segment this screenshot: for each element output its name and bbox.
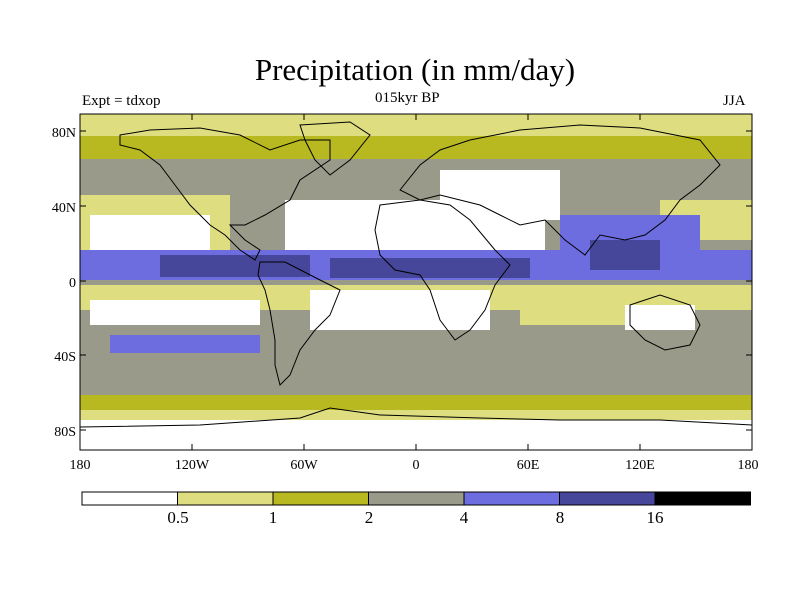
season-label: JJA bbox=[723, 93, 746, 109]
colorbar-label-1: 1 bbox=[269, 508, 278, 527]
lon-label-60w: 60W bbox=[290, 458, 318, 473]
colorbar-box bbox=[559, 491, 656, 506]
lat-label-0: 0 bbox=[69, 276, 76, 291]
lon-label-180e: 180 bbox=[738, 458, 759, 473]
map-title: Precipitation (in mm/day) bbox=[254, 52, 576, 87]
colorbar-label-16: 16 bbox=[647, 508, 664, 527]
colorbar-box bbox=[177, 491, 274, 506]
experiment-label: Expt = tdxop bbox=[82, 93, 161, 109]
antarctica-coast bbox=[80, 407, 752, 428]
lat-label-80s: 80S bbox=[54, 425, 76, 440]
colorbar-label-2: 2 bbox=[365, 508, 374, 527]
lat-label-80n: 80N bbox=[52, 126, 76, 141]
greenland-coast bbox=[299, 121, 371, 176]
axis-ticks bbox=[79, 114, 753, 450]
lon-label-120w: 120W bbox=[175, 458, 210, 473]
period-label: 015kyr BP bbox=[375, 90, 440, 106]
colorbar-label-4: 4 bbox=[460, 508, 469, 527]
colorbar-label-8: 8 bbox=[556, 508, 565, 527]
lat-label-40n: 40N bbox=[52, 201, 76, 216]
colorbar bbox=[81, 491, 751, 506]
coastlines bbox=[80, 121, 752, 428]
colorbar-box bbox=[81, 491, 178, 506]
lon-label-120e: 120E bbox=[625, 458, 655, 473]
south-america-coast bbox=[257, 261, 341, 386]
colorbar-label-0-5: 0.5 bbox=[167, 508, 188, 527]
lat-label-40s: 40S bbox=[54, 350, 76, 365]
north-america-coast bbox=[119, 127, 331, 261]
lon-label-60e: 60E bbox=[517, 458, 540, 473]
africa-coast bbox=[374, 199, 511, 341]
colorbar-box bbox=[272, 491, 369, 506]
precipitation-field bbox=[80, 114, 752, 450]
colorbar-box bbox=[463, 491, 560, 506]
australia-coast bbox=[629, 294, 701, 351]
colorbar-box bbox=[654, 491, 751, 506]
lon-label-0: 0 bbox=[413, 458, 420, 473]
colorbar-box bbox=[368, 491, 465, 506]
eurasia-coast bbox=[399, 124, 721, 256]
lon-label-180w: 180 bbox=[70, 458, 91, 473]
